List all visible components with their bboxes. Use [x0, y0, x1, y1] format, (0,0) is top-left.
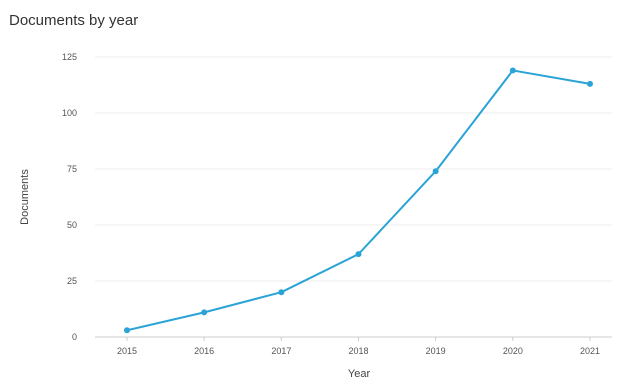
x-tick-label: 2019 — [426, 346, 446, 356]
y-tick-label: 100 — [62, 108, 77, 118]
y-tick-label: 0 — [72, 332, 77, 342]
series-line — [126, 69, 591, 332]
y-tick-label: 50 — [67, 220, 77, 230]
x-axis-ticks: 2015 2016 2017 2018 2019 2020 2021 — [117, 337, 600, 356]
data-point — [587, 80, 593, 87]
x-tick-label: 2017 — [271, 346, 291, 356]
data-point — [124, 327, 130, 334]
x-tick-label: 2020 — [503, 346, 523, 356]
x-tick-label: 2016 — [194, 346, 214, 356]
y-axis-label: Documents — [19, 169, 31, 225]
y-axis-ticks: 0 25 50 75 100 125 — [62, 52, 77, 342]
x-tick-label: 2015 — [117, 346, 137, 356]
series-group — [124, 67, 593, 334]
data-point — [355, 251, 362, 258]
x-tick-label: 2021 — [580, 346, 600, 356]
x-axis-label: Year — [348, 368, 371, 380]
data-point — [201, 309, 208, 316]
y-tick-label: 125 — [62, 52, 77, 62]
data-point — [278, 289, 285, 296]
y-tick-label: 75 — [67, 164, 77, 174]
gridlines — [95, 56, 612, 338]
chart-title: Documents by year — [9, 12, 139, 29]
data-point — [432, 168, 439, 175]
y-tick-label: 25 — [67, 276, 77, 286]
x-tick-label: 2018 — [348, 346, 368, 356]
data-point — [509, 67, 516, 74]
